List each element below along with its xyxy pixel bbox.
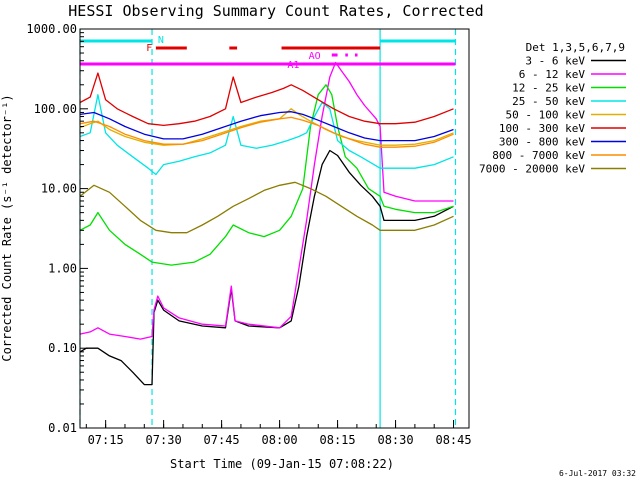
series-layer	[79, 61, 454, 386]
legend-label: 7000 - 20000 keV	[479, 163, 585, 176]
y-tick-label: 1000.00	[26, 22, 77, 36]
y-tick-label: 1.00	[48, 261, 77, 275]
x-axis: 07:15 07:30 07:45 08:00 08:15 08:30 08:45	[85, 420, 472, 447]
legend-label: 800 - 7000 keV	[492, 149, 585, 162]
legend-label: 300 - 800 keV	[499, 136, 585, 149]
series-line-7	[79, 116, 454, 148]
y-tick-label: 10.00	[41, 182, 77, 196]
series-line-6	[79, 111, 454, 142]
legend-label: 50 - 100 keV	[506, 109, 586, 122]
x-tick-label: 07:30	[146, 433, 182, 447]
legend-label: 100 - 300 keV	[499, 122, 585, 135]
y-tick-label: 0.10	[48, 341, 77, 355]
x-tick-label: 07:45	[204, 433, 240, 447]
x-tick-label: 08:30	[377, 433, 413, 447]
series-line-2	[79, 84, 454, 266]
legend-label: 6 - 12 keV	[519, 68, 586, 81]
y-axis-label: Corrected Count Rate (s⁻¹ detector⁻¹)	[0, 94, 14, 361]
footer-timestamp: 6-Jul-2017 03:32	[559, 469, 636, 478]
y-axis: 0.01 0.10 1.00 10.00 100.00 1000.00	[26, 22, 88, 435]
flag-label-a1: A1	[287, 60, 299, 71]
x-tick-label: 08:00	[262, 433, 298, 447]
y-tick-label: 100.00	[34, 102, 77, 116]
x-axis-label: Start Time (09-Jan-15 07:08:22)	[170, 457, 394, 471]
flag-label-f: F	[146, 43, 152, 54]
flag-label-ao: AO	[309, 51, 321, 62]
series-line-1	[79, 61, 454, 340]
series-line-3	[79, 94, 454, 176]
x-tick-label: 08:15	[320, 433, 356, 447]
legend-label: 3 - 6 keV	[525, 55, 585, 68]
series-line-5	[79, 72, 454, 127]
y-tick-label: 0.01	[48, 421, 77, 435]
legend-title: Det 1,3,5,6,7,9	[526, 41, 625, 54]
flag-label-n: N	[158, 35, 164, 46]
legend-label: 25 - 50 keV	[512, 95, 585, 108]
series-line-8	[79, 181, 454, 234]
x-tick-label: 08:45	[435, 433, 471, 447]
plot-frame	[79, 28, 470, 429]
series-line-0	[79, 149, 454, 386]
legend-label: 12 - 25 keV	[512, 82, 585, 95]
x-tick-label: 07:15	[88, 433, 124, 447]
plot-decor: NF AO A1	[79, 29, 457, 428]
chart-title: HESSI Observing Summary Count Rates, Cor…	[68, 2, 483, 20]
